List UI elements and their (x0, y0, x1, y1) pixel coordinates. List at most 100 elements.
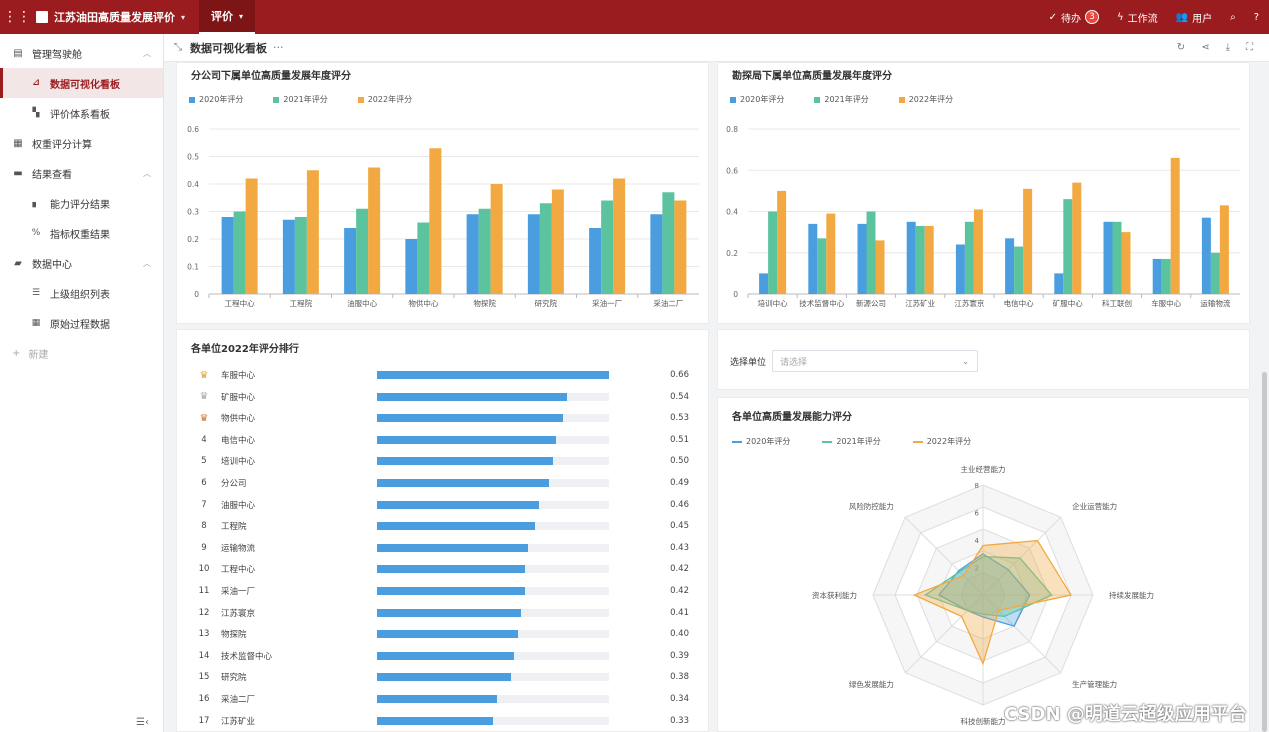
ranking-row: 15 研究院 0.38 (177, 666, 708, 688)
y-tick-label: 0 (733, 290, 738, 299)
bar (466, 214, 479, 294)
y-tick-label: 0.6 (187, 125, 199, 134)
bar (1152, 258, 1162, 294)
radar-spoke (982, 594, 1062, 674)
rank-bar-track (377, 414, 609, 423)
collapse-sidebar-icon[interactable]: ☰‹ (136, 717, 149, 728)
rank-value: 0.38 (670, 672, 689, 683)
rank-bar (377, 500, 539, 509)
todo-button[interactable]: ✓ 待办 3 (1049, 10, 1100, 25)
ranking-row: 11 采油一厂 0.42 (177, 580, 708, 602)
y-tick-label: 0.5 (187, 153, 199, 162)
sidebar-item-label: 指标权重结果 (50, 229, 110, 241)
x-tick-label: 电信中心 (1004, 298, 1034, 308)
help-icon[interactable]: ? (1253, 11, 1259, 23)
bar (233, 211, 246, 294)
sidebar-item-evaluation-system[interactable]: ▚ 评价体系看板 (0, 98, 163, 128)
rank-unit-name: 培训中心 (221, 457, 256, 468)
fullscreen-icon[interactable]: ⛶ (1246, 42, 1253, 53)
search-icon[interactable]: ⌕ (1230, 11, 1236, 23)
user-button[interactable]: 👥 用户 (1176, 10, 1212, 25)
legend-swatch (898, 96, 905, 103)
list-icon: ☰ (31, 288, 41, 298)
chevron-up-icon: ︿ (143, 258, 151, 268)
bar (875, 240, 885, 294)
bar (1121, 232, 1131, 294)
y-tick-label: 0.8 (726, 125, 738, 134)
legend-item[interactable]: 2020年评分 (730, 94, 784, 105)
rank-number: 6 (201, 478, 207, 488)
legend-label: 2021年评分 (824, 95, 869, 104)
bar (808, 223, 818, 294)
workflow-label: 工作流 (1127, 13, 1158, 25)
rank-number: 5 (201, 456, 207, 467)
legend-item[interactable]: 2021年评分 (273, 94, 328, 105)
legend-item[interactable]: 2022年评分 (357, 94, 412, 105)
sidebar-item-org-list[interactable]: ☰ 上级组织列表 (0, 278, 163, 308)
chart-line-icon: ⊿ (32, 78, 40, 88)
bar (1063, 199, 1073, 294)
filter-card: 选择单位 请选择 ⌄ (717, 329, 1250, 390)
ranking-row: 10 工程中心 0.42 (177, 558, 708, 580)
rank-value: 0.41 (670, 607, 689, 618)
refresh-icon[interactable]: ↻ (1176, 42, 1186, 53)
x-tick-label: 物探院 (473, 298, 496, 308)
legend-item[interactable]: 2022年评分 (912, 436, 972, 447)
rank-value: 0.33 (670, 715, 689, 726)
sidebar-group-results[interactable]: ▬ 结果查看 ︿ (0, 158, 163, 188)
legend-item[interactable]: 2021年评分 (822, 436, 881, 447)
legend-item[interactable]: 2020年评分 (732, 436, 790, 447)
x-tick-label: 江苏矿业 (905, 298, 935, 308)
ranking-row: 17 江苏矿业 0.33 (177, 710, 708, 731)
y-tick-label: 0.6 (726, 166, 738, 175)
radar-tick-label: 2 (975, 565, 979, 573)
sidebar-item-label: 能力评分结果 (50, 199, 110, 211)
expand-icon[interactable]: ⤡ (174, 42, 182, 53)
sidebar-item-data-visualization[interactable]: ⊿ 数据可视化看板 (0, 68, 163, 98)
share-icon[interactable]: ⋖ (1201, 42, 1210, 53)
radar-tick-label: 4 (975, 537, 980, 545)
legend-item[interactable]: 2021年评分 (814, 94, 869, 105)
sidebar-group-weight[interactable]: ▦ 权重评分计算 (0, 128, 163, 158)
rank-unit-name: 江苏寰京 (221, 608, 256, 619)
bar (478, 208, 491, 294)
workflow-button[interactable]: ϟ 工作流 (1117, 10, 1158, 25)
sidebar-group-cockpit[interactable]: ▤ 管理驾驶舱 ︿ (0, 38, 163, 68)
ranking-row: 12 江苏寰京 0.41 (177, 602, 708, 624)
tab-evaluation[interactable]: 评价 ▾ (199, 0, 256, 34)
bar (356, 208, 369, 294)
sidebar-item-raw-data[interactable]: ▦ 原始过程数据 (0, 308, 163, 338)
bar (245, 178, 258, 294)
rank-value: 0.54 (670, 391, 689, 402)
page-scrollbar[interactable] (1262, 372, 1267, 732)
radar-axis-label: 主业经营能力 (961, 464, 1006, 474)
legend-item[interactable]: 2020年评分 (189, 94, 243, 105)
legend-swatch (814, 96, 821, 103)
legend-item[interactable]: 2022年评分 (898, 94, 953, 105)
sidebar-item-ability-score[interactable]: ▖ 能力评分结果 (0, 188, 163, 218)
download-icon[interactable]: ⤓ (1225, 42, 1230, 53)
ranking-card: 各单位2022年评分排行 ♛ 车服中心 0.66 ♛ 矿服中心 0.54 ♛ 物供中心 0.53… (176, 329, 709, 732)
bureau-bar-chart: 0 0.2 0.4 0.6 0.8 培训中心 技术监督中心 新源公司 江苏矿业 江苏寰京 电信中心 矿… (726, 125, 1240, 308)
app-title: 江苏油田高质量发展评价 (54, 11, 175, 24)
app-switcher[interactable]: 江苏油田高质量发展评价 ▾ (34, 0, 191, 34)
bar (906, 221, 916, 294)
bar (490, 184, 503, 294)
app-grid-icon[interactable]: ⋮⋮ (3, 9, 31, 25)
unit-select[interactable]: 请选择 ⌄ (772, 350, 978, 372)
sidebar-group-data-center[interactable]: ▰ 数据中心 ︿ (0, 248, 163, 278)
legend-label: 2022年评分 (926, 437, 972, 446)
page-title: 数据可视化看板 (190, 41, 267, 55)
table-icon: ▦ (31, 318, 41, 328)
more-options-icon[interactable]: ··· (273, 41, 284, 54)
y-tick-label: 0.3 (187, 208, 199, 217)
sidebar-new-button[interactable]: + 新建 (0, 338, 163, 368)
bar (539, 203, 552, 294)
bar (1103, 221, 1113, 294)
x-tick-label: 新源公司 (856, 298, 886, 308)
sidebar-item-weight-result[interactable]: % 指标权重结果 (0, 218, 163, 248)
radar-axis-label: 绿色发展能力 (849, 679, 894, 689)
rank-number: 17 (198, 715, 210, 726)
radar-spoke (982, 516, 1062, 596)
bar (768, 211, 778, 294)
